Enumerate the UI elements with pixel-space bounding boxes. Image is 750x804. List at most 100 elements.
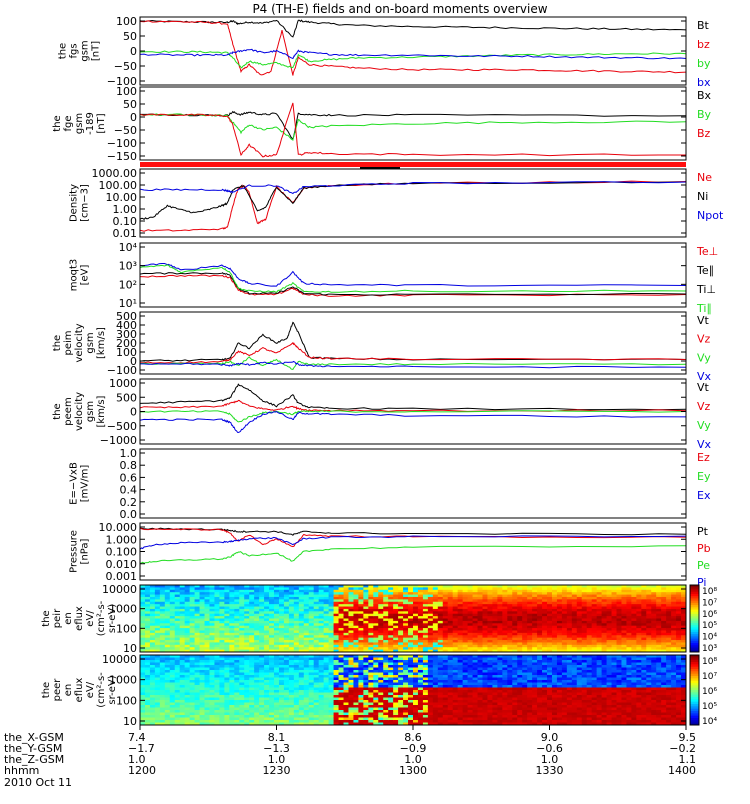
legend-entry: Vt [697,314,710,327]
y-axis-label-line: gsm [74,113,85,134]
y-axis-label: Pressure[nPa] [69,530,91,573]
legend-entry: by [697,57,711,70]
series-line-Ne [140,181,686,231]
y-tick-label: 100 [116,15,137,28]
y-axis-label-line: velocity [74,323,85,362]
series-line-Vt [140,322,686,361]
y-axis-label-line: the [41,610,52,626]
y-axis-label-line: gsm [85,332,96,353]
panel-frame [140,523,686,580]
legend: Vt Vz Vy Vx [697,381,712,451]
y-axis-label: moqt3[eV] [69,259,91,292]
colorbar-tick-label: 10⁸ [702,587,717,597]
y-axis-label-line: eV/ [85,610,96,627]
panel-frame [140,169,686,237]
series-line-By [140,114,686,140]
y-tick-label: −50 [114,60,137,73]
y-axis-label-line: [km/s] [96,327,107,359]
y-axis-label: E=−VxB[mV/m] [69,462,91,505]
panel-frame [140,449,686,518]
series-group [140,264,686,297]
y-tick-label: 1000 [109,377,137,390]
legend-entry: Te∥ [696,264,714,277]
y-tick-label: 50 [123,98,137,111]
panel-frame [140,243,686,307]
y-tick-label: 0.01 [113,227,138,240]
y-tick-label: 0.0 [120,508,138,521]
y-tick-label: 100 [116,85,137,98]
y-axis-label-line: peem [63,397,74,425]
legend-entry: Vz [697,400,711,413]
y-tick-label: −100 [107,137,137,150]
y-tick-label: 10⁴ [119,241,138,254]
legend-entry: Bt [697,19,710,32]
y-tick-label: 1.000 [106,533,138,546]
series-line-Te⊥ [140,275,686,296]
colorbar-tick-label: 10⁶ [702,610,717,620]
y-tick-label: 100 [116,622,137,635]
legend-entry: Vy [697,351,711,364]
y-tick-label: −50 [114,124,137,137]
y-axis-label-line: Density [69,184,80,222]
legend-entry: Vy [697,419,711,432]
legend-entry: Bz [697,127,711,140]
y-axis-label-line: sr-eV) [107,604,118,633]
legend-entry: Vz [697,333,711,346]
y-axis-label-line: peir [52,608,63,628]
legend-entry: By [697,108,712,121]
y-tick-label: 0.2 [120,496,138,509]
y-axis-label-line: the [52,115,63,131]
y-tick-label: 0 [130,406,137,419]
colorbar-tick-label: 10³ [702,644,717,654]
y-tick-label: 10¹ [119,297,137,310]
panel-frame [140,87,686,160]
y-tick-label: 0.100 [106,546,138,559]
series-line-by [140,51,686,68]
legend-entry: Ex [697,489,711,502]
y-tick-label: 10.000 [99,521,138,534]
y-axis-label-line: -189 [85,112,96,135]
y-tick-label: −150 [107,150,137,163]
y-axis-label: Density[cm−3] [69,184,91,222]
y-axis-label-line: moqt3 [69,259,80,292]
legend-entry: bx [697,76,711,89]
figure-title: P4 (TH-E) fields and on-board moments ov… [252,2,547,16]
y-tick-label: −1000 [100,434,137,447]
legend-entry: Vx [697,438,712,451]
legend-entry: Vt [697,381,710,394]
y-axis-label-line: the [58,43,69,59]
legend-entry: Ti⊥ [696,283,716,296]
y-axis-label-line: the [52,335,63,351]
y-axis-label-line: eflux [74,606,85,631]
series-line-Bt [140,20,686,37]
y-tick-label: 10000 [102,583,137,596]
series-line-Pt [140,528,686,535]
y-axis-label-line: [nT] [91,41,102,61]
y-tick-label: 0.4 [120,484,138,497]
legend-entry: Ey [697,470,711,483]
y-axis-label-line: [mV/m] [80,465,91,503]
legend-entry: Pb [697,542,711,555]
y-axis-label-line: [eV] [80,265,91,286]
series-group [140,181,686,231]
y-tick-label: −100 [107,364,137,377]
legend-entry: Pt [697,525,709,538]
series-group [140,528,686,563]
y-axis-label-line: [km/s] [96,395,107,427]
y-tick-label: 10³ [119,260,137,273]
